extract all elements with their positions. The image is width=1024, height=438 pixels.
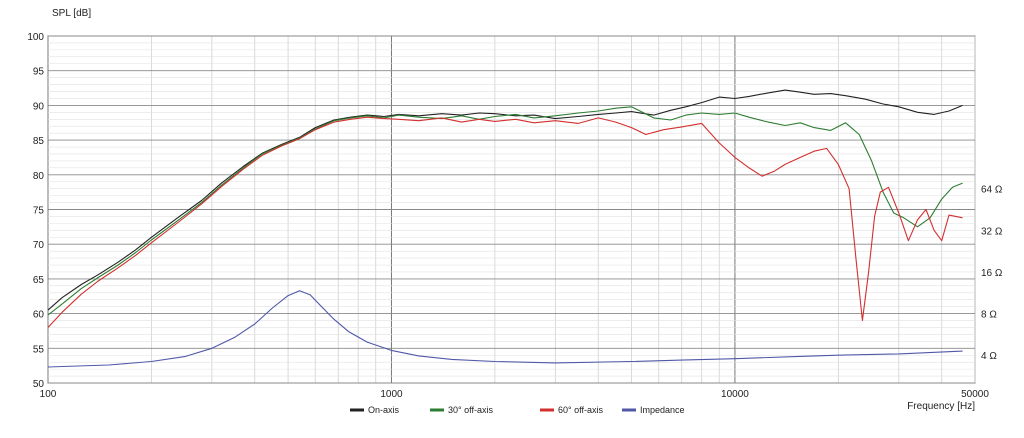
series-line-60-off-axis bbox=[47, 116, 963, 328]
y-tick-label: 95 bbox=[33, 67, 45, 78]
impedance-tick-label: 32 Ω bbox=[981, 226, 1003, 237]
legend-item: On-axis bbox=[350, 405, 400, 415]
impedance-tick-label: 8 Ω bbox=[981, 310, 997, 321]
legend-label: On-axis bbox=[368, 405, 400, 415]
y-tick-label: 50 bbox=[33, 379, 45, 390]
legend-label: Impedance bbox=[640, 405, 685, 415]
y-axis-label: SPL [dB] bbox=[52, 8, 91, 19]
legend: On-axis 30° off-axis 60° off-axis Impedance bbox=[350, 405, 685, 415]
impedance-tick-label: 16 Ω bbox=[981, 268, 1003, 279]
y-tick-label: 90 bbox=[33, 101, 45, 112]
x-tick-label: 10000 bbox=[721, 389, 749, 400]
series-layer bbox=[47, 89, 963, 368]
y-tick-label: 80 bbox=[33, 171, 45, 182]
y-tick-label: 70 bbox=[33, 240, 45, 251]
grid-layer bbox=[47, 35, 976, 384]
axis-layer: SPL [dB] Frequency [Hz] 50 55 60 65 70 75 80 85… bbox=[27, 8, 1003, 412]
legend-item: 30° off-axis bbox=[430, 405, 493, 415]
legend-label: 30° off-axis bbox=[448, 405, 493, 415]
y-tick-label: 65 bbox=[33, 275, 45, 286]
x-axis-label: Frequency [Hz] bbox=[907, 401, 975, 412]
x-tick-label: 100 bbox=[40, 389, 57, 400]
legend-label: 60° off-axis bbox=[558, 405, 603, 415]
series-line-30-off-axis bbox=[47, 106, 963, 316]
impedance-tick-label: 64 Ω bbox=[981, 185, 1003, 196]
y-tick-label: 60 bbox=[33, 310, 45, 321]
impedance-tick-label: 4 Ω bbox=[981, 351, 997, 362]
y-tick-label: 75 bbox=[33, 206, 45, 217]
legend-item: Impedance bbox=[622, 405, 685, 415]
y-tick-label: 85 bbox=[33, 136, 45, 147]
y-tick-label: 55 bbox=[33, 344, 45, 355]
y-tick-label: 100 bbox=[27, 32, 44, 43]
series-line-on-axis bbox=[47, 89, 963, 311]
x-tick-label: 50000 bbox=[961, 389, 989, 400]
series-line-impedance bbox=[47, 290, 963, 368]
x-tick-label: 1000 bbox=[380, 389, 403, 400]
legend-item: 60° off-axis bbox=[540, 405, 603, 415]
